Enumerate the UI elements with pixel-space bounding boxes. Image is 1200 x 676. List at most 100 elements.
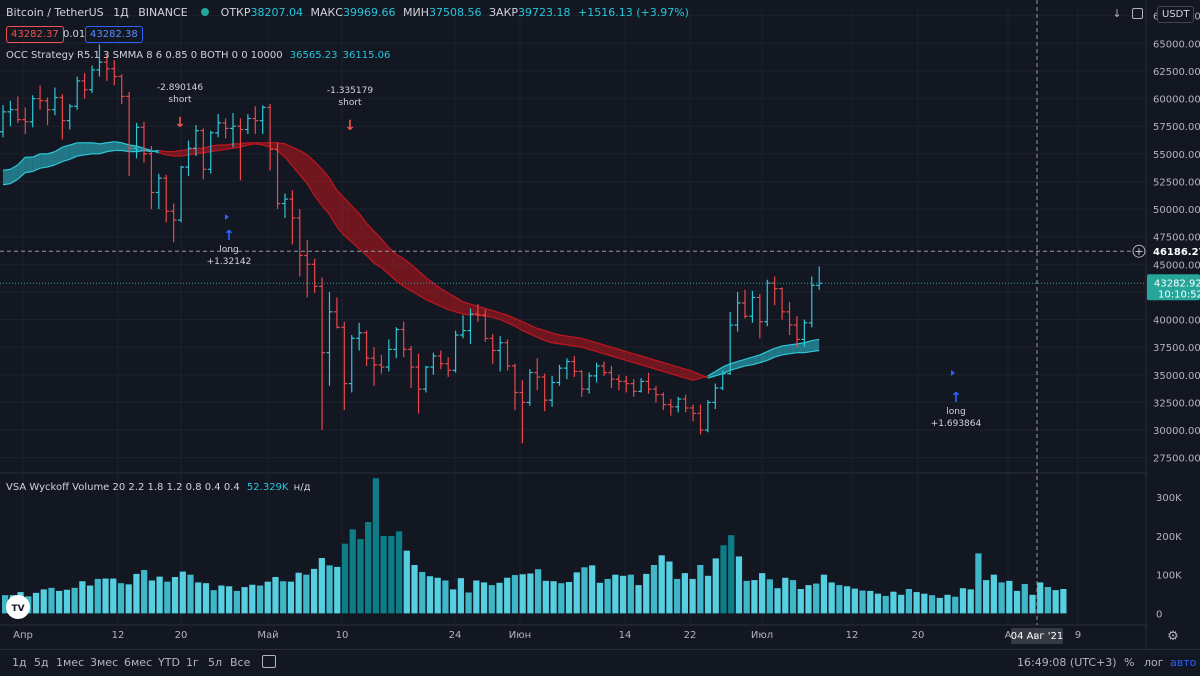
- volume-bar: [550, 581, 556, 613]
- symbol-name[interactable]: Bitcoin / TetherUS: [6, 6, 104, 19]
- time-axis-label: 22: [684, 630, 697, 641]
- volume-bar: [1029, 595, 1035, 614]
- volume-bar: [473, 580, 479, 613]
- timeframe-1y[interactable]: 1г: [186, 656, 199, 669]
- volume-bar: [543, 581, 549, 614]
- timeframe-5y[interactable]: 5л: [208, 656, 222, 669]
- volume-bar: [535, 569, 541, 613]
- occ-indicator-legend[interactable]: OCC Strategy R5.1 3 SMMA 8 6 0.85 0 BOTH…: [6, 50, 390, 61]
- crosshair-price-label: 46186.27: [1153, 247, 1200, 258]
- arrow-down-icon[interactable]: ↓: [1111, 8, 1123, 20]
- volume-bar: [829, 582, 835, 613]
- timeframe-5d[interactable]: 5д: [34, 656, 49, 669]
- volume-bar: [612, 575, 618, 614]
- occ-indicator-name: OCC Strategy R5.1 3 SMMA 8 6 0.85 0 BOTH…: [6, 50, 283, 61]
- vsa-indicator-legend[interactable]: VSA Wyckoff Volume 20 2.2 1.8 1.2 0.8 0.…: [6, 482, 311, 493]
- auto-toggle[interactable]: авто: [1170, 656, 1196, 669]
- volume-bar: [643, 574, 649, 613]
- volume-bar: [373, 478, 379, 613]
- market-status-icon: [201, 8, 209, 16]
- volume-bar: [496, 583, 502, 614]
- price-axis-label: 62500.00: [1153, 67, 1200, 78]
- long-arrow-icon: ↑: [223, 228, 235, 244]
- volume-bar: [736, 556, 742, 613]
- time-axis-label: 12: [846, 630, 859, 641]
- interval-label[interactable]: 1Д: [113, 6, 129, 19]
- cloud-segment: [25, 157, 32, 172]
- buy-button[interactable]: 43282.38: [85, 26, 143, 43]
- volume-bar: [566, 582, 572, 613]
- volume-bar: [396, 531, 402, 613]
- volume-bar: [682, 573, 688, 613]
- volume-bar: [465, 592, 471, 613]
- percent-toggle[interactable]: %: [1124, 656, 1134, 669]
- maximize-icon[interactable]: [1132, 8, 1143, 19]
- change-value: +1516.13 (+3.97%): [578, 6, 689, 19]
- volume-axis-label: 200K: [1156, 532, 1182, 543]
- volume-bar: [280, 581, 286, 613]
- timeframe-6m[interactable]: 6мес: [124, 656, 152, 669]
- volume-bar: [427, 576, 433, 613]
- volume-bar: [234, 591, 240, 613]
- timeframe-all[interactable]: Все: [230, 656, 250, 669]
- volume-bar: [852, 589, 858, 614]
- volume-bar: [1060, 589, 1066, 613]
- volume-bar: [141, 570, 147, 613]
- timeframe-1m[interactable]: 1мес: [56, 656, 84, 669]
- volume-bar: [56, 591, 62, 613]
- volume-bar: [64, 590, 70, 614]
- volume-bar: [481, 582, 487, 613]
- volume-bar: [944, 595, 950, 614]
- volume-bar: [419, 572, 425, 613]
- volume-bar: [581, 567, 587, 613]
- log-toggle[interactable]: лог: [1144, 656, 1164, 669]
- clock-time[interactable]: 16:49:08 (UTC+3): [1017, 656, 1117, 669]
- signal-value: -2.890146: [157, 83, 203, 93]
- volume-bar: [458, 578, 464, 613]
- timeframe-1d[interactable]: 1д: [12, 656, 27, 669]
- volume-bar: [311, 569, 317, 614]
- volume-bar: [33, 593, 39, 614]
- volume-bar: [342, 544, 348, 614]
- timeframe-3m[interactable]: 3мес: [90, 656, 118, 669]
- time-axis-label: 20: [175, 630, 188, 641]
- volume-bar: [404, 551, 410, 614]
- volume-bar: [659, 555, 665, 613]
- cloud-segment: [40, 154, 47, 168]
- volume-bar: [172, 577, 178, 613]
- price-chart[interactable]: -2.890146short↓↑long+1.32142-1.335179sho…: [0, 0, 1200, 649]
- volume-bar: [782, 578, 788, 614]
- volume-bar: [1037, 582, 1043, 613]
- volume-bar: [357, 539, 363, 613]
- volume-bar: [767, 579, 773, 613]
- volume-bar: [326, 565, 332, 613]
- volume-bar: [1006, 581, 1012, 614]
- sell-button[interactable]: 43282.37: [6, 26, 64, 43]
- time-axis-label: 10: [336, 630, 349, 641]
- volume-bar: [929, 595, 935, 613]
- volume-bar: [790, 580, 796, 613]
- volume-bar: [975, 553, 981, 613]
- volume-bar: [442, 580, 448, 613]
- volume-bar: [350, 529, 356, 613]
- volume-axis-label: 0: [1156, 609, 1162, 620]
- volume-bar: [149, 580, 155, 613]
- volume-bar: [713, 558, 719, 613]
- price-axis-label: 40000.00: [1153, 316, 1200, 327]
- volume-bar: [844, 586, 850, 613]
- volume-bar: [635, 585, 641, 613]
- date-range-icon[interactable]: [262, 655, 276, 668]
- timeframe-ytd[interactable]: YTD: [158, 656, 180, 669]
- volume-bar: [697, 565, 703, 613]
- volume-bar: [110, 579, 116, 614]
- vsa-value: 52.329K: [247, 482, 289, 493]
- volume-bar: [751, 580, 757, 613]
- volume-bar: [249, 585, 255, 614]
- volume-bar: [983, 580, 989, 613]
- crosshair-date-label: 04 Авг '21: [1011, 631, 1064, 642]
- currency-button[interactable]: USDT: [1157, 6, 1194, 23]
- signal-label: short: [168, 95, 192, 105]
- price-axis-label: 37500.00: [1153, 343, 1200, 354]
- price-axis-label: 30000.00: [1153, 426, 1200, 437]
- plus-icon: +: [1134, 245, 1143, 258]
